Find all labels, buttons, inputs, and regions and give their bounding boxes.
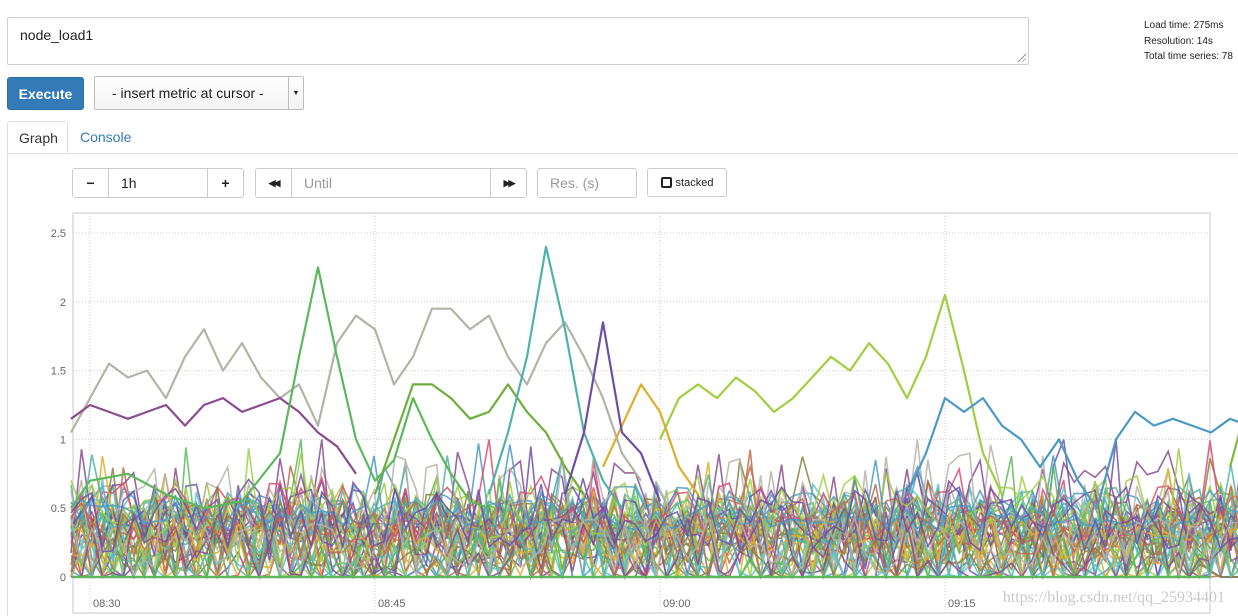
tab-console[interactable]: Console xyxy=(80,129,132,145)
execute-button[interactable]: Execute xyxy=(7,77,84,110)
series-line xyxy=(906,397,1238,510)
series-line xyxy=(70,503,1238,580)
series-line xyxy=(659,293,1003,495)
series-line xyxy=(70,397,357,475)
insert-metric-select[interactable]: - insert metric at cursor - ▼ xyxy=(94,76,304,110)
resize-grip-icon[interactable] xyxy=(1016,52,1026,62)
series-line xyxy=(70,455,1238,561)
series-line xyxy=(70,466,1238,565)
series-line xyxy=(487,245,623,509)
resolution-stat: Resolution: 14s xyxy=(1144,35,1213,47)
x-tick-label: 09:15 xyxy=(948,598,976,610)
range-increase-button[interactable]: + xyxy=(207,168,244,198)
query-stats: Load time: 275ms Resolution: 14s Total t… xyxy=(1144,18,1238,65)
range-input[interactable]: 1h xyxy=(108,168,208,198)
resolution-input[interactable]: Res. (s) xyxy=(537,168,637,198)
load-time: Load time: 275ms xyxy=(1144,20,1224,31)
watermark: https://blog.csdn.net/qq_25934401 xyxy=(1003,589,1225,606)
y-tick-label: 2.5 xyxy=(51,228,66,240)
x-tick-label: 09:00 xyxy=(663,598,691,610)
y-axis: 0 0.5 1 1.5 2 2.5 xyxy=(51,228,66,584)
expression-text: node_load1 xyxy=(20,27,94,43)
highlighted-series xyxy=(70,245,1238,510)
series-line xyxy=(70,266,490,510)
stacked-toggle[interactable]: stacked xyxy=(647,168,727,197)
stacked-label: stacked xyxy=(675,176,714,189)
x-axis: 08:30 08:45 09:00 09:15 xyxy=(93,598,976,610)
until-input[interactable]: Until xyxy=(291,168,491,198)
graph-panel xyxy=(7,153,1238,616)
series-line xyxy=(373,383,585,496)
x-tick-label: 08:30 xyxy=(93,598,121,610)
series-line xyxy=(71,506,1238,580)
tab-graph[interactable]: Graph xyxy=(7,121,68,153)
y-tick-label: 1.5 xyxy=(51,366,66,378)
series-line xyxy=(602,383,699,496)
series-line xyxy=(70,473,1238,577)
total-time-series: Total time series: 78 xyxy=(1144,51,1233,62)
time-forward-button[interactable]: ▶▶ xyxy=(490,168,527,198)
expression-input[interactable]: node_load1 xyxy=(7,17,1029,65)
y-tick-label: 2 xyxy=(60,297,66,309)
series-line xyxy=(70,454,1238,546)
series-line xyxy=(70,307,642,482)
y-tick-label: 1 xyxy=(60,434,66,446)
series-line xyxy=(563,321,662,502)
time-back-button[interactable]: ◀◀ xyxy=(255,168,292,198)
y-tick-label: 0 xyxy=(60,572,66,584)
x-tick-label: 08:45 xyxy=(378,598,406,610)
insert-metric-label: - insert metric at cursor - xyxy=(112,85,264,101)
range-decrease-button[interactable]: − xyxy=(72,168,109,198)
series-line xyxy=(70,444,1238,532)
checkbox-icon xyxy=(660,177,672,188)
view-tabs: Graph Console xyxy=(7,121,1238,154)
y-tick-label: 0.5 xyxy=(51,503,66,515)
dropdown-arrow-icon: ▼ xyxy=(288,77,303,109)
series-line xyxy=(70,478,1238,553)
